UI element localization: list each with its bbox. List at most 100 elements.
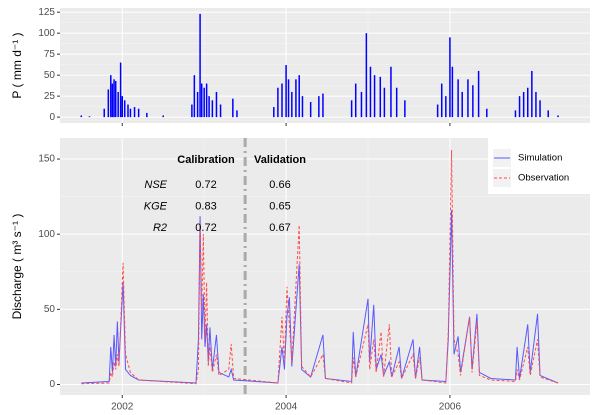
bar bbox=[114, 81, 117, 118]
bar bbox=[539, 100, 541, 118]
bar bbox=[215, 91, 218, 118]
bar bbox=[522, 91, 525, 118]
bar bbox=[123, 100, 126, 118]
y-tick-label: 75 bbox=[44, 49, 56, 60]
y-tick-label: 0 bbox=[49, 112, 55, 123]
bar bbox=[103, 108, 105, 118]
bar bbox=[193, 75, 196, 118]
metric-value: 0.83 bbox=[195, 200, 216, 212]
bar bbox=[322, 93, 324, 118]
bar bbox=[203, 87, 205, 118]
bar bbox=[107, 89, 110, 118]
x-tick-label: 2004 bbox=[275, 402, 298, 413]
bar bbox=[291, 91, 293, 118]
y-axis-title: P ( mm d⁻¹ ) bbox=[10, 32, 24, 98]
bar bbox=[287, 79, 290, 118]
bar bbox=[350, 100, 353, 118]
bar bbox=[451, 66, 454, 118]
bar bbox=[281, 83, 283, 118]
y-tick-label: 150 bbox=[38, 154, 55, 165]
bar bbox=[557, 115, 559, 118]
bar bbox=[526, 87, 529, 118]
bar bbox=[514, 110, 517, 118]
bar bbox=[285, 65, 287, 118]
bar bbox=[436, 104, 439, 118]
metric-value: 0.72 bbox=[195, 179, 216, 191]
x-tick-label: 2006 bbox=[439, 402, 462, 413]
bar bbox=[162, 115, 164, 118]
bar bbox=[318, 96, 320, 118]
bar bbox=[365, 33, 368, 118]
metric-value: 0.72 bbox=[195, 222, 216, 234]
bar bbox=[547, 110, 549, 118]
bar bbox=[110, 75, 112, 118]
metric-value: 0.66 bbox=[269, 179, 290, 191]
bar bbox=[535, 91, 537, 118]
bar bbox=[457, 79, 459, 118]
y-tick-label: 0 bbox=[49, 379, 55, 390]
y-tick-label: 100 bbox=[38, 229, 55, 240]
legend-label: Simulation bbox=[518, 153, 562, 164]
bar bbox=[354, 83, 357, 118]
bar bbox=[191, 104, 193, 118]
metric-name: KGE bbox=[144, 200, 168, 212]
bar bbox=[199, 13, 201, 118]
bar bbox=[395, 87, 398, 118]
bar bbox=[379, 76, 382, 118]
bar bbox=[467, 79, 469, 118]
bar bbox=[146, 112, 148, 118]
bar bbox=[531, 70, 533, 118]
bar bbox=[472, 85, 474, 118]
bar bbox=[236, 110, 238, 118]
bar bbox=[119, 62, 122, 118]
panel-background bbox=[60, 8, 590, 123]
bar bbox=[196, 91, 199, 118]
bar bbox=[211, 100, 214, 118]
bar bbox=[461, 91, 463, 118]
metrics-header: Calibration bbox=[177, 154, 235, 166]
y-tick-label: 50 bbox=[44, 70, 56, 81]
y-tick-label: 25 bbox=[44, 91, 56, 102]
bar bbox=[205, 83, 208, 118]
bar bbox=[369, 66, 372, 118]
bar bbox=[80, 115, 83, 118]
bar bbox=[117, 91, 119, 118]
bar bbox=[219, 104, 222, 118]
bar bbox=[404, 100, 406, 118]
bar bbox=[277, 87, 279, 118]
metric-value: 0.65 bbox=[269, 200, 290, 212]
bar bbox=[445, 96, 447, 118]
bar bbox=[232, 98, 234, 118]
bar bbox=[113, 79, 115, 118]
bar bbox=[133, 107, 136, 118]
bar bbox=[373, 75, 376, 118]
metric-name: R2 bbox=[153, 222, 167, 234]
y-tick-label: 100 bbox=[38, 28, 55, 39]
bar bbox=[518, 96, 521, 118]
legend-label: Observation bbox=[518, 173, 569, 184]
bar bbox=[298, 75, 300, 118]
y-tick-label: 50 bbox=[44, 304, 56, 315]
y-tick-label: 125 bbox=[38, 7, 55, 18]
bar bbox=[449, 37, 451, 118]
series-line bbox=[81, 150, 559, 385]
bar bbox=[440, 83, 443, 118]
metrics-header: Validation bbox=[254, 154, 306, 166]
bar bbox=[309, 102, 312, 118]
bar bbox=[137, 108, 140, 118]
bar bbox=[390, 66, 392, 118]
bar bbox=[121, 96, 124, 118]
bar bbox=[200, 83, 203, 118]
bar bbox=[208, 96, 210, 118]
bar bbox=[127, 104, 129, 118]
bar bbox=[486, 108, 488, 118]
bar bbox=[477, 70, 480, 118]
bar bbox=[129, 108, 132, 118]
bar bbox=[273, 107, 275, 118]
bar bbox=[360, 91, 363, 118]
metric-value: 0.67 bbox=[269, 222, 290, 234]
metric-name: NSE bbox=[144, 179, 167, 191]
bar bbox=[383, 87, 386, 118]
